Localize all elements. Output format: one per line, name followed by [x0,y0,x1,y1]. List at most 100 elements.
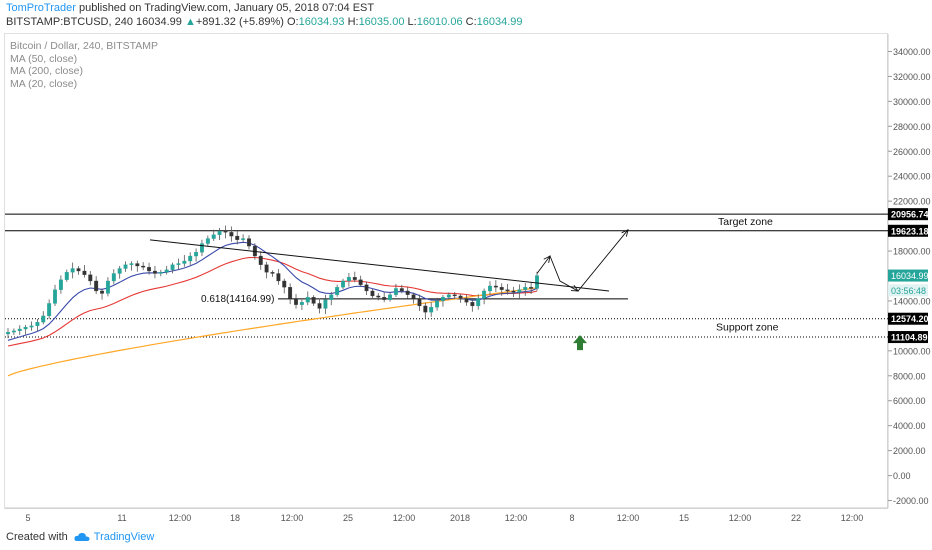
candle-body [352,277,357,280]
time-tick-label: 22 [791,513,801,523]
price-tick-label: 10000.00 [893,346,931,356]
candle-body [58,279,63,290]
candle-body [6,331,10,335]
legend-ma200[interactable]: MA (200, close) [10,65,83,78]
cloud-icon [74,532,90,541]
candle-body [493,285,498,288]
candle-body [176,263,181,265]
candle-body [499,287,504,290]
publish-info: TomProTrader published on TradingView.co… [6,2,374,14]
candle-body [376,295,381,298]
candle-body [441,297,445,302]
fib-level-label: 0.618(14164.99) [201,294,274,305]
legend-ma20[interactable]: MA (20, close) [10,77,78,90]
projection-arrowhead-2 [570,284,579,292]
price-tick-label: 8000.00 [893,371,926,381]
projection-arrowhead-1 [543,255,551,263]
tradingview-logo[interactable]: TradingView [74,531,155,543]
footer: Created with TradingView [6,531,154,543]
candle-body [399,288,404,292]
price-tick-label: 4000.00 [893,421,926,431]
candle-body [76,268,81,272]
candle-body [152,270,157,274]
candle-body [35,321,40,327]
candle-body [523,287,528,290]
candle-body [346,277,351,282]
price-label-text: 03:56:48 [891,286,926,296]
candle-body [194,252,199,257]
time-tick-label: 12:00 [729,513,752,523]
last-price: 16034.99 [136,16,182,28]
high-label: H: [347,16,359,28]
candle-body [464,298,469,303]
candle-body [276,273,281,282]
time-tick-label: 12:00 [393,513,416,523]
price-label-text: 16034.99 [891,271,929,281]
price-tick-label: 30000.00 [893,97,931,107]
price-tick-label: 22000.00 [893,197,931,207]
candle-body [217,230,222,235]
price-tick-label: 26000.00 [893,147,931,157]
candle-body [229,232,234,237]
price-tick-label: 28000.00 [893,122,931,132]
price-label-text: 19623.18 [891,226,929,236]
candle-body [94,280,99,292]
legend-ma50[interactable]: MA (50, close) [10,52,78,65]
buy-arrow-icon [573,335,587,351]
price-tick-label: -2000.00 [893,496,929,506]
low-value: 16010.06 [416,16,463,28]
candle-body [341,280,345,288]
close-value: 16034.99 [476,16,523,28]
open-label: O: [286,16,299,28]
low-label: L: [407,16,417,28]
candle-body [170,264,175,270]
price-label-text: 12574.20 [891,314,929,324]
time-tick-label: 18 [230,513,240,523]
change-arrow-icon: ▲ [184,16,196,28]
candle-body [517,289,522,293]
candle-body [264,264,269,273]
candle-body [388,294,393,300]
time-tick-label: 12:00 [617,513,640,523]
target-zone-label: Target zone [718,216,773,228]
candle-body [305,297,310,303]
candle-body [482,290,487,299]
time-tick-label: 2018 [450,513,470,523]
candle-body [529,287,534,289]
time-tick-label: 8 [569,513,574,523]
candle-body [505,289,510,292]
change-value: +891.32 (+5.89%) [195,16,284,28]
candle-body [470,302,475,307]
candle-body [294,298,298,305]
candle-body [270,272,275,274]
time-tick-label: 12:00 [169,513,192,523]
tradingview-brand: TradingView [93,531,155,543]
candle-body [364,284,369,292]
candle-body [211,234,216,239]
candle-body [111,273,116,282]
candle-body [452,294,457,297]
price-tick-label: 0.00 [893,471,911,481]
price-tick-label: 32000.00 [893,72,931,82]
candle-body [435,300,440,308]
projection-path [536,229,629,292]
legend-title: Bitcoin / Dollar, 240, BITSTAMP [10,40,159,52]
price-label-box [888,284,928,297]
candle-body [247,238,251,247]
published-text: published on TradingView.com, January 05… [78,2,375,14]
candle-body [17,328,22,332]
price-label-box [888,269,928,282]
author-link[interactable]: TomProTrader [6,2,76,14]
time-tick-label: 5 [25,513,30,523]
price-tick-label: 2000.00 [893,446,926,456]
candle-body [311,297,316,304]
price-tick-label: 6000.00 [893,396,926,406]
candle-body [29,325,34,328]
candle-body [299,302,304,305]
created-with-text: Created with [6,531,68,543]
price-label-box [888,224,928,237]
candle-body [235,235,240,240]
candle-body [535,275,539,289]
candle-body [370,290,375,297]
